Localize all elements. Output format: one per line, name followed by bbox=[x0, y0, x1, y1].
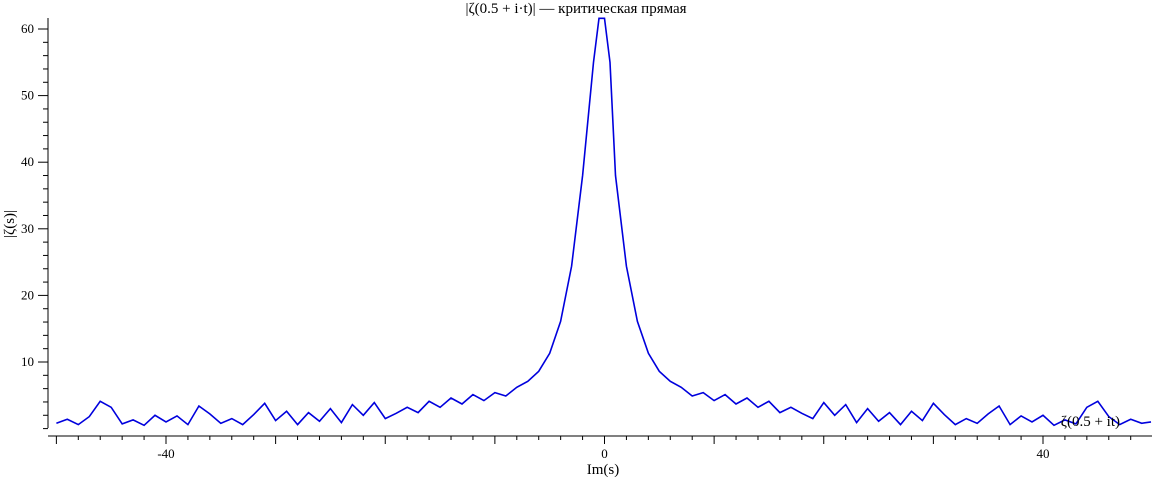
chart-title: |ζ(0.5 + i·t)| — критическая прямая bbox=[465, 1, 686, 17]
y-tick-label: 30 bbox=[21, 221, 34, 236]
x-tick-label: 0 bbox=[601, 446, 608, 461]
x-tick-label: -40 bbox=[157, 446, 174, 461]
y-axis-ticks: 10 20 30 40 50 60 bbox=[21, 21, 48, 430]
x-axis-ticks: -40 0 40 bbox=[55, 436, 1132, 461]
series-line-zeta bbox=[56, 17, 1152, 427]
y-tick-label: 10 bbox=[21, 354, 34, 369]
y-tick-label: 60 bbox=[21, 21, 34, 36]
y-tick-label: 40 bbox=[21, 154, 34, 169]
x-tick-label: 40 bbox=[1037, 446, 1050, 461]
y-tick-label: 50 bbox=[21, 88, 34, 103]
y-axis-label: |ζ(s)| bbox=[2, 210, 18, 238]
legend-label: ζ(0.5 + it) bbox=[1061, 414, 1120, 430]
x-axis-label: Im(s) bbox=[587, 462, 620, 478]
y-tick-label: 20 bbox=[21, 287, 34, 302]
